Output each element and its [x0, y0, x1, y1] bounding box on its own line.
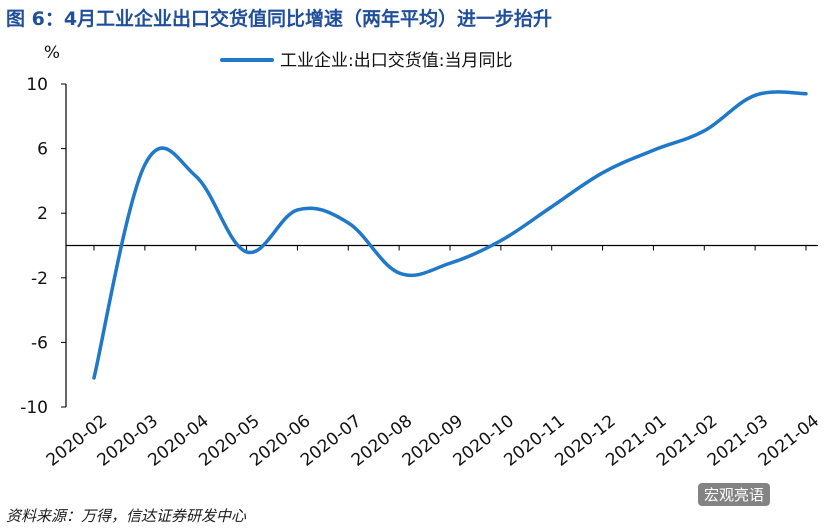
legend-label: 工业企业:出口交货值:当月同比 — [280, 51, 512, 71]
series-line — [92, 90, 808, 380]
y-tick-label: -10 — [20, 398, 48, 418]
source-note: 资料来源：万得，信达证券研发中心 — [6, 507, 247, 525]
y-tick-label: -2 — [31, 269, 48, 289]
chart-title: 图 6：4月工业企业出口交货值同比增速（两年平均）进一步抬升 — [6, 8, 553, 30]
series-layer — [92, 90, 808, 380]
watermark: 宏观亮语 — [698, 483, 771, 506]
y-tick-label: 10 — [26, 75, 48, 95]
y-tick-label: 6 — [37, 140, 48, 160]
y-tick-label: 2 — [37, 204, 48, 224]
y-axis-unit: % — [44, 43, 60, 63]
legend: 工业企业:出口交货值:当月同比 — [220, 51, 512, 71]
y-tick-label: -6 — [31, 333, 48, 353]
axes: 1062-2-6-10%2020-022020-032020-042020-05… — [20, 43, 823, 471]
